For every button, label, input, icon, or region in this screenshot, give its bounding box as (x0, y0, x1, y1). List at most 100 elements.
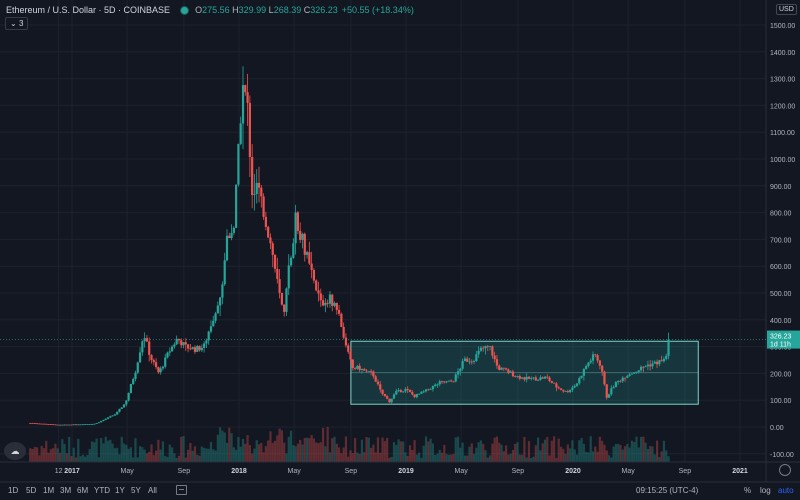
volume-bar (315, 442, 318, 462)
volume-bar (477, 442, 480, 462)
candle-body (438, 381, 441, 385)
timeframe-5y[interactable]: 5Y (131, 486, 141, 495)
interval-label: 5D (104, 5, 116, 15)
candle-body (271, 243, 274, 255)
volume-bar (472, 453, 476, 462)
chart-legend: Ethereum / U.S. Dollar · 5D · COINBASE O… (6, 5, 414, 15)
volume-bar (237, 437, 240, 462)
gear-icon[interactable] (779, 464, 791, 476)
volume-bar (411, 449, 414, 462)
candle-body (102, 419, 105, 421)
tradingview-logo-icon[interactable]: ☁ (4, 442, 26, 460)
volume-bar (294, 446, 297, 462)
volume-bar (539, 450, 542, 462)
candle-body (397, 390, 400, 391)
volume-bar (486, 457, 489, 462)
timeframe-1y[interactable]: 1Y (115, 486, 125, 495)
candle-body (132, 378, 135, 385)
candle-body (170, 346, 174, 352)
clock-time[interactable]: 09:15:25 (UTC-4) (636, 486, 699, 495)
candle-body (148, 341, 151, 355)
volume-bar (225, 442, 229, 462)
candle-body (260, 187, 263, 197)
candle-body (642, 366, 645, 368)
timeframe-5d[interactable]: 5D (26, 486, 37, 495)
volume-bar (56, 448, 59, 462)
timeframe-all[interactable]: All (148, 486, 157, 495)
timeframe-3m[interactable]: 3M (60, 486, 72, 495)
volume-bar (351, 453, 354, 462)
volume-bar (308, 438, 311, 462)
volume-bar (175, 457, 178, 462)
timeframe-ytd[interactable]: YTD (94, 486, 110, 495)
volume-bar (349, 450, 352, 462)
candle-body (452, 381, 455, 383)
volume-bar (333, 436, 336, 462)
candle-body (262, 196, 265, 217)
volume-bar (113, 448, 116, 462)
candle-body (150, 354, 153, 361)
candle-body (257, 182, 261, 188)
percent-scale-toggle[interactable]: % (744, 486, 752, 495)
candle-body (287, 265, 290, 289)
volume-bar (399, 441, 402, 462)
candle-body (269, 237, 272, 244)
candle-body (253, 194, 256, 195)
volume-bar (390, 456, 393, 462)
volume-bar (589, 436, 592, 462)
timeframe-6m[interactable]: 6M (77, 486, 89, 495)
volume-bar (212, 449, 215, 462)
candle-body (319, 293, 322, 301)
timeframe-1m[interactable]: 1M (43, 486, 55, 495)
timeframe-1d[interactable]: 1D (8, 486, 19, 495)
candle-body (612, 387, 615, 389)
collapse-indicators-button[interactable]: ⌄ 3 (5, 17, 29, 30)
candle-body (447, 380, 450, 382)
date-range-icon[interactable] (176, 485, 187, 495)
volume-bar (230, 433, 233, 462)
volume-bar (257, 444, 261, 462)
volume-bar (610, 457, 613, 462)
candle-body (665, 355, 668, 359)
volume-bar (397, 439, 400, 462)
close-key: C (303, 5, 311, 15)
candle-body (459, 368, 462, 372)
candle-body (239, 123, 242, 144)
volume-bar (420, 457, 423, 462)
volume-bar (466, 455, 469, 462)
volume-bar (456, 436, 460, 462)
candle-body (582, 369, 585, 376)
candle-body (628, 374, 631, 376)
volume-bar (52, 448, 55, 462)
y-tick-label: 400.00 (770, 318, 792, 325)
volume-bar (601, 440, 604, 462)
candle-body (630, 373, 634, 375)
market-status-dot (180, 5, 190, 15)
candle-body (667, 339, 670, 356)
volume-bar (429, 438, 432, 462)
log-scale-toggle[interactable]: log (760, 486, 771, 495)
candle-body (477, 350, 480, 355)
candle-body (660, 360, 663, 362)
volume-bar (72, 447, 75, 462)
auto-scale-toggle[interactable]: auto (778, 486, 794, 495)
candle-body (230, 232, 233, 239)
volume-bar (370, 447, 373, 462)
candle-body (29, 422, 32, 424)
candle-body (571, 387, 574, 390)
volume-bar (166, 456, 169, 462)
candle-body (523, 377, 526, 380)
candle-body (138, 352, 142, 363)
candle-body (292, 243, 295, 258)
candle-body (363, 369, 366, 371)
volume-bar (553, 436, 556, 462)
volume-bar (587, 452, 590, 462)
currency-badge[interactable]: USD (776, 4, 797, 15)
volume-bar (644, 442, 647, 462)
candle-body (280, 292, 283, 305)
volume-bar (200, 446, 203, 462)
candle-body (424, 389, 428, 392)
volume-bar (45, 440, 48, 462)
